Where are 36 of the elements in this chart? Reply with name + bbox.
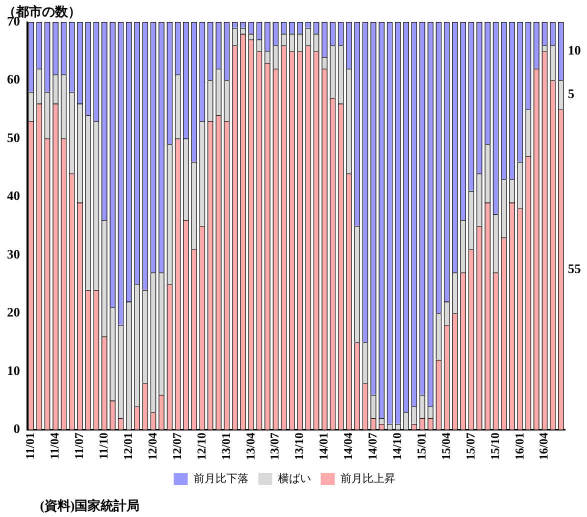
data-label: 55 — [568, 260, 582, 276]
y-tick-label: 40 — [7, 188, 20, 204]
text: (資料)国家統計局 — [40, 498, 140, 513]
legend-label: 前月比上昇 — [340, 472, 396, 485]
data-label: 10 — [568, 42, 581, 58]
x-tick-label: 12/10 — [194, 432, 208, 460]
legend-label: 前月比下落 — [193, 472, 248, 485]
x-tick-label: 15/01 — [414, 432, 428, 460]
x-tick-label: 13/04 — [243, 432, 258, 460]
x-tick-label: 14/04 — [341, 432, 356, 460]
x-tick-label: 14/10 — [390, 432, 404, 460]
y-tick-label: 20 — [7, 304, 20, 320]
x-tick-label: 13/01 — [218, 432, 233, 460]
x-tick-label: 12/01 — [120, 432, 135, 460]
x-tick-label: 11/10 — [96, 432, 111, 460]
y-tick-label: 0 — [14, 421, 20, 436]
x-tick-label: 14/07 — [366, 432, 380, 460]
x-tick-label: 11/04 — [48, 432, 62, 460]
x-tick-label: 16/04 — [536, 432, 551, 460]
x-tick-label: 13/10 — [292, 432, 306, 460]
x-tick-label: 16/01 — [512, 432, 526, 460]
data-label: 5 — [568, 86, 575, 102]
y-tick-label: 50 — [7, 130, 20, 145]
legend-label: 横ばい — [278, 472, 311, 485]
y-tick-label: 30 — [7, 246, 20, 262]
x-tick-label: 12/04 — [145, 432, 160, 460]
x-tick-label: 15/10 — [488, 432, 502, 460]
x-tick-label: 12/07 — [170, 432, 184, 460]
x-tick-label: 15/04 — [438, 432, 453, 460]
x-tick-label: 11/01 — [23, 432, 38, 460]
y-tick-label: 10 — [7, 362, 20, 378]
x-tick-label: 15/07 — [463, 432, 478, 460]
x-tick-label: 13/07 — [268, 432, 282, 460]
x-tick-label: 14/01 — [316, 432, 331, 460]
x-tick-label: 11/07 — [72, 432, 86, 460]
y-tick-label: 60 — [7, 72, 20, 87]
